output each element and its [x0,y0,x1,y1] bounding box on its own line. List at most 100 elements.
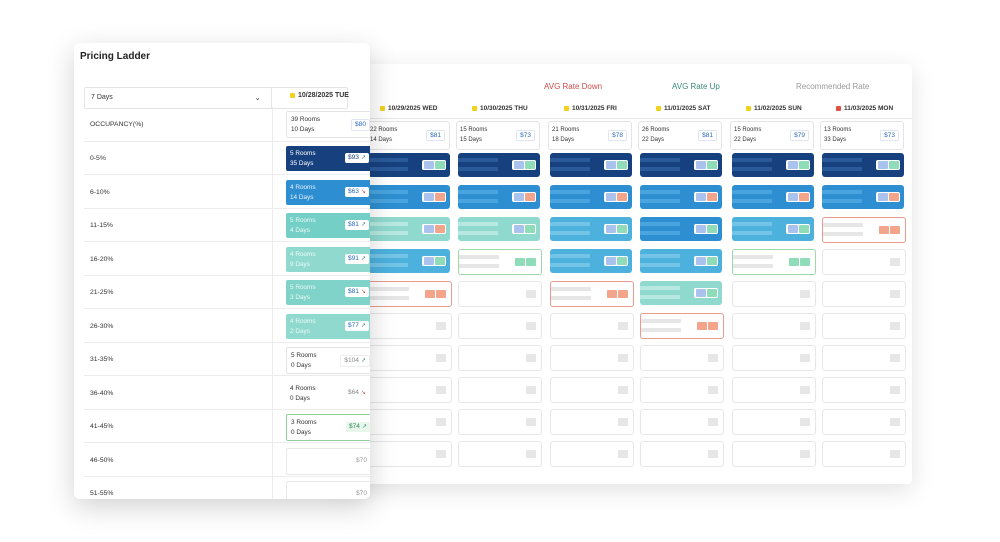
flag-icon [380,105,385,111]
bg-cell[interactable] [640,345,724,371]
occupancy-header-row: OCCUPANCY(%) 39 Rooms 10 Days $80 [84,107,370,141]
trend-up-icon: ↗ [360,155,366,161]
bg-cell[interactable] [550,377,634,403]
bg-cell[interactable] [732,217,814,241]
price-cell[interactable]: 5 Rooms 0 Days $104 ↗ [286,347,370,374]
bg-cell[interactable] [640,217,722,241]
bg-cell[interactable] [458,185,540,209]
trend-up-icon: ↗ [360,323,366,329]
bg-cell[interactable] [640,281,722,305]
price-cell[interactable]: 4 Rooms 0 Days $64 ↘ [286,381,370,406]
bg-cell[interactable] [640,153,722,177]
price-cell[interactable]: 5 Rooms 4 Days $81 ↗ [286,213,370,238]
price-cell[interactable]: 4 Rooms 2 Days $77 ↗ [286,314,370,339]
bg-cell[interactable] [458,153,540,177]
bg-cell[interactable] [368,153,450,177]
bg-cell[interactable] [368,377,452,403]
bg-cell[interactable] [550,441,634,467]
price-cell[interactable]: 4 Rooms 9 Days $91 ↗ [286,247,370,272]
bg-cell[interactable] [822,313,906,339]
bg-cell[interactable] [732,377,816,403]
bg-cell[interactable] [550,345,634,371]
page-title: Pricing Ladder [80,51,151,62]
bg-cell[interactable] [458,281,542,307]
bg-cell[interactable] [732,249,816,275]
table-row-46-50: 46-50% $70 [84,442,370,477]
bg-header-cell-mon[interactable]: 13 Rooms 33 Days $73 [820,121,904,150]
bg-header-cell-sun[interactable]: 15 Rooms 22 Days $79 [730,121,814,150]
date-header-tue[interactable]: 10/28/2025 TUE [290,92,349,99]
bg-cell[interactable] [732,345,816,371]
bg-cell[interactable] [822,409,906,435]
bg-cell[interactable] [640,377,724,403]
date-header-thu[interactable]: 10/30/2025 THU [472,105,528,112]
table-row-51-55: 51-55% $70 [84,476,370,499]
days-select[interactable]: 7 Days ⌄ [85,88,272,108]
date-header-wed[interactable]: 10/29/2025 WED [380,105,438,112]
trend-up-icon: ↗ [361,424,367,430]
price-cell[interactable]: 5 Rooms 35 Days $93 ↗ [286,146,370,171]
bg-cell[interactable] [822,345,906,371]
bg-cell[interactable] [368,217,450,241]
bg-cell[interactable] [458,441,542,467]
date-header-fri[interactable]: 10/31/2025 FRI [564,105,617,112]
bg-cell[interactable] [732,313,816,339]
price-cell[interactable]: $70 [286,448,370,475]
bg-cell[interactable] [458,217,540,241]
price-cell[interactable]: 3 Rooms 0 Days $74 ↗ [286,414,370,441]
bg-cell[interactable] [550,249,632,273]
bg-cell[interactable] [822,441,906,467]
bg-cell[interactable] [640,313,724,339]
date-header-mon[interactable]: 11/03/2025 MON [836,105,893,112]
bg-cell[interactable] [640,409,724,435]
bg-cell[interactable] [550,409,634,435]
bg-cell[interactable] [550,313,634,339]
bg-header-cell-thu[interactable]: 15 Rooms 15 Days $73 [456,121,540,150]
bg-cell[interactable] [368,249,450,273]
bg-cell[interactable] [368,441,452,467]
bg-cell[interactable] [458,345,542,371]
bg-cell[interactable] [368,313,452,339]
table-row-16-20: 16-20% 4 Rooms 9 Days $91 ↗ [84,241,370,276]
bg-cell[interactable] [550,281,634,307]
bg-cell[interactable] [732,185,814,209]
bg-cell[interactable] [822,377,906,403]
price-cell[interactable]: 4 Rooms 14 Days $63 ↘ [286,180,370,205]
bg-cell[interactable] [368,185,450,209]
bg-cell[interactable] [640,185,722,209]
trend-down-icon: ↘ [360,390,366,396]
bg-cell[interactable] [732,441,816,467]
bg-header-cell-fri[interactable]: 21 Rooms 18 Days $78 [548,121,632,150]
bg-cell[interactable] [458,409,542,435]
bg-cell[interactable] [640,249,722,273]
bg-cell[interactable] [732,153,814,177]
date-header-sat[interactable]: 11/01/2025 SAT [656,105,711,112]
bg-cell[interactable] [822,249,906,275]
bg-cell[interactable] [550,217,632,241]
summary-cell[interactable]: 39 Rooms 10 Days $80 [286,111,370,138]
bg-cell[interactable] [822,217,906,243]
bg-cell[interactable] [368,409,452,435]
bg-cell[interactable] [822,185,904,209]
price-cell[interactable]: $70 [286,481,370,499]
date-header-sun[interactable]: 11/02/2025 SUN [746,105,802,112]
bg-cell[interactable] [732,281,816,307]
bg-cell[interactable] [458,313,542,339]
bg-cell[interactable] [550,185,632,209]
bg-cell[interactable] [458,249,542,275]
bg-cell[interactable] [368,281,452,307]
bg-cell[interactable] [368,345,452,371]
price-cell[interactable]: 5 Rooms 3 Days $81 ↘ [286,280,370,305]
table-row-0-5: 0-5% 5 Rooms 35 Days $93 ↗ [84,141,370,175]
table-row-41-45: 41-45% 3 Rooms 0 Days $74 ↗ [84,409,370,443]
bg-cell[interactable] [550,153,632,177]
bg-cell[interactable] [822,281,906,307]
bg-cell[interactable] [458,377,542,403]
bg-cell[interactable] [640,441,724,467]
bg-header-cell-wed[interactable]: 22 Rooms 14 Days $81 [366,121,450,150]
bg-cell[interactable] [732,409,816,435]
bg-cell[interactable] [822,153,904,177]
table-row-11-15: 11-15% 5 Rooms 4 Days $81 ↗ [84,208,370,242]
ladder-toolbar: 7 Days ⌄ [84,87,348,109]
bg-header-cell-sat[interactable]: 26 Rooms 22 Days $81 [638,121,722,150]
